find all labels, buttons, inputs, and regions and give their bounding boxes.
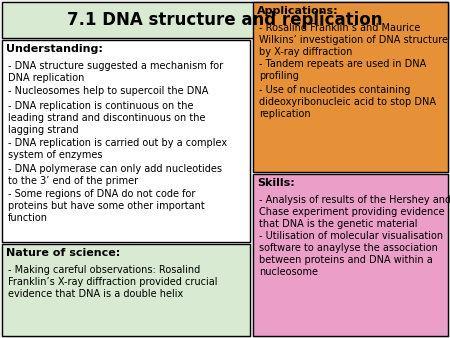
Text: - Some regions of DNA do not code for
proteins but have some other important
fun: - Some regions of DNA do not code for pr… (8, 189, 205, 223)
Text: - Use of nucleotides containing
dideoxyribonucleic acid to stop DNA
replication: - Use of nucleotides containing dideoxyr… (259, 85, 436, 119)
Text: Applications:: Applications: (257, 6, 338, 16)
FancyBboxPatch shape (2, 244, 250, 336)
Text: - DNA structure suggested a mechanism for
DNA replication: - DNA structure suggested a mechanism fo… (8, 61, 223, 83)
Text: 7.1 DNA structure and replication: 7.1 DNA structure and replication (67, 11, 383, 29)
Text: - DNA replication is carried out by a complex
system of enzymes: - DNA replication is carried out by a co… (8, 138, 227, 160)
Text: - Nucleosomes help to supercoil the DNA: - Nucleosomes help to supercoil the DNA (8, 87, 208, 97)
FancyBboxPatch shape (253, 174, 448, 336)
Text: - Analysis of results of the Hershey and
Chase experiment providing evidence
tha: - Analysis of results of the Hershey and… (259, 195, 450, 229)
Text: Understanding:: Understanding: (6, 44, 103, 54)
FancyBboxPatch shape (253, 2, 448, 172)
FancyBboxPatch shape (2, 40, 250, 242)
Text: - Rosalind Franklin’s and Maurice
Wilkins’ investigation of DNA structure
by X-r: - Rosalind Franklin’s and Maurice Wilkin… (259, 23, 448, 57)
Text: - DNA replication is continuous on the
leading strand and discontinuous on the
l: - DNA replication is continuous on the l… (8, 101, 206, 135)
Text: - Utilisation of molecular visualisation
software to anaylyse the association
be: - Utilisation of molecular visualisation… (259, 231, 443, 277)
Text: - DNA polymerase can only add nucleotides
to the 3’ end of the primer: - DNA polymerase can only add nucleotide… (8, 164, 222, 186)
Text: - Making careful observations: Rosalind
Franklin’s X-ray diffraction provided cr: - Making careful observations: Rosalind … (8, 265, 217, 299)
Text: Nature of science:: Nature of science: (6, 248, 120, 258)
Text: Skills:: Skills: (257, 178, 295, 188)
FancyBboxPatch shape (2, 2, 448, 38)
Text: - Tandem repeats are used in DNA
profiling: - Tandem repeats are used in DNA profili… (259, 59, 426, 81)
